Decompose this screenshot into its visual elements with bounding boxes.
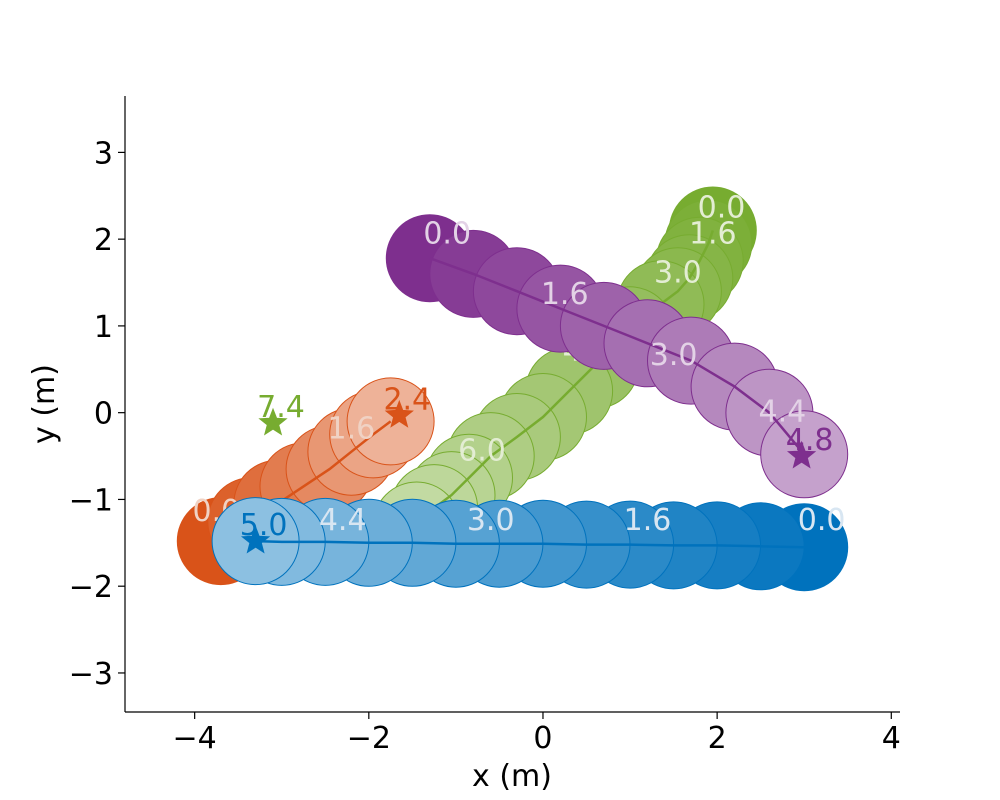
x-tick-label: 4 [882, 721, 901, 756]
agent-2-goal-star [786, 440, 817, 469]
agent-2-trajectory-line [429, 257, 806, 456]
x-tick-label: 0 [533, 721, 552, 756]
agent-3-time-label: 1.6 [624, 503, 672, 538]
agent-series-3: 5.0 0.0 1.6 3.0 4.4 [211, 497, 849, 592]
agent-3-time-label: 4.4 [319, 503, 367, 538]
y-tick-label: 0 [94, 397, 113, 432]
x-tick-label: 2 [708, 721, 727, 756]
agent-1-time-label: 6.0 [458, 433, 506, 468]
agent-2-goal-time-label: 4.8 [786, 423, 834, 458]
agent-2-time-label: 3.0 [650, 338, 698, 373]
agent-2-time-label: 4.4 [759, 394, 807, 429]
ticks: −4 −2 0 2 4 −3 −2 −1 0 1 2 3 [69, 136, 901, 756]
agent-3-trajectory-line [255, 539, 805, 549]
x-axis-label: x (m) [472, 759, 552, 794]
y-tick-label: 3 [94, 136, 113, 171]
agent-2-time-label: 1.6 [541, 277, 589, 312]
x-tick-label: −2 [347, 721, 391, 756]
agent-1-trajectory-line [415, 230, 714, 527]
axes [124, 96, 900, 713]
plot-area: 2.40.01.67.40.01.63.04.46.04.80.01.63.04… [176, 186, 849, 592]
agent-1-goal-star [258, 407, 288, 436]
agent-3-goal-time-label: 5.0 [240, 508, 288, 543]
agent-3-time-label: 0.0 [798, 503, 846, 538]
y-tick-label: 2 [94, 223, 113, 258]
agent-1-goal-time-label: 7.4 [257, 390, 305, 425]
agent-3-time-label: 3.0 [467, 503, 515, 538]
y-tick-label: −1 [69, 483, 113, 518]
agent-series-2: 4.8 0.0 1.6 3.0 4.4 [385, 214, 849, 499]
agent-0-goal-time-label: 2.4 [383, 382, 431, 417]
agent-1-time-label: 0.0 [698, 191, 746, 226]
y-tick-label: 1 [94, 310, 113, 345]
y-axis-label: y (m) [27, 364, 62, 444]
y-tick-label: −2 [69, 570, 113, 605]
y-tick-label: −3 [69, 657, 113, 692]
x-tick-label: −4 [173, 721, 217, 756]
agent-1-time-label: 1.6 [689, 217, 737, 252]
agent-1-time-label: 3.0 [654, 256, 702, 291]
agent-0-goal-star [384, 399, 414, 428]
agent-0-time-label: 1.6 [328, 412, 376, 447]
agent-2-time-label: 0.0 [423, 217, 471, 252]
agent-3-goal-star [240, 525, 271, 554]
